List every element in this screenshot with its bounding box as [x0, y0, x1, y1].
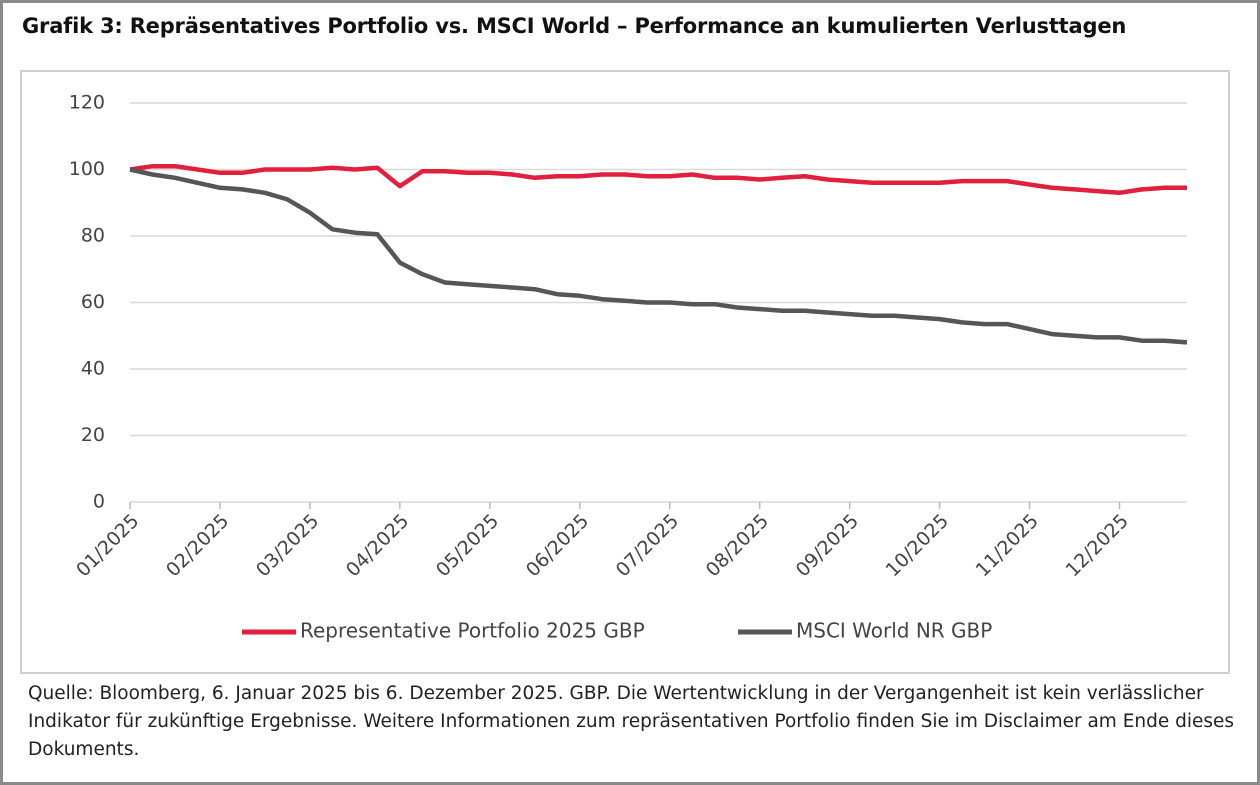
legend-label: MSCI World NR GBP [796, 619, 992, 643]
y-tick-label: 0 [93, 491, 105, 513]
y-tick-label: 120 [69, 92, 105, 114]
y-tick-label: 80 [81, 225, 105, 247]
y-tick-label: 100 [69, 158, 105, 180]
legend-label: Representative Portfolio 2025 GBP [300, 619, 645, 643]
x-tick-label: 06/2025 [522, 510, 593, 581]
x-tick-label: 07/2025 [612, 510, 683, 581]
x-tick-label: 04/2025 [342, 510, 413, 581]
y-tick-label: 40 [81, 358, 105, 380]
x-tick-label: 03/2025 [252, 510, 323, 581]
chart-area [20, 70, 1230, 674]
y-tick-label: 60 [81, 291, 105, 313]
data-line [129, 167, 1188, 345]
x-tick-label: 11/2025 [972, 510, 1043, 581]
y-tick-label: 20 [81, 424, 105, 446]
source-note: Quelle: Bloomberg, 6. Januar 2025 bis 6.… [28, 683, 1235, 760]
x-tick-label: 02/2025 [162, 510, 233, 581]
chart-title: Grafik 3: Repräsentatives Portfolio vs. … [22, 14, 1127, 38]
x-tick-label: 08/2025 [702, 510, 773, 581]
x-tick-label: 10/2025 [882, 510, 953, 581]
x-tick-label: 05/2025 [432, 510, 503, 581]
x-tick-label: 01/2025 [72, 510, 143, 581]
x-tick-label: 12/2025 [1062, 510, 1133, 581]
x-tick-label: 09/2025 [792, 510, 863, 581]
data-line [129, 163, 1187, 196]
